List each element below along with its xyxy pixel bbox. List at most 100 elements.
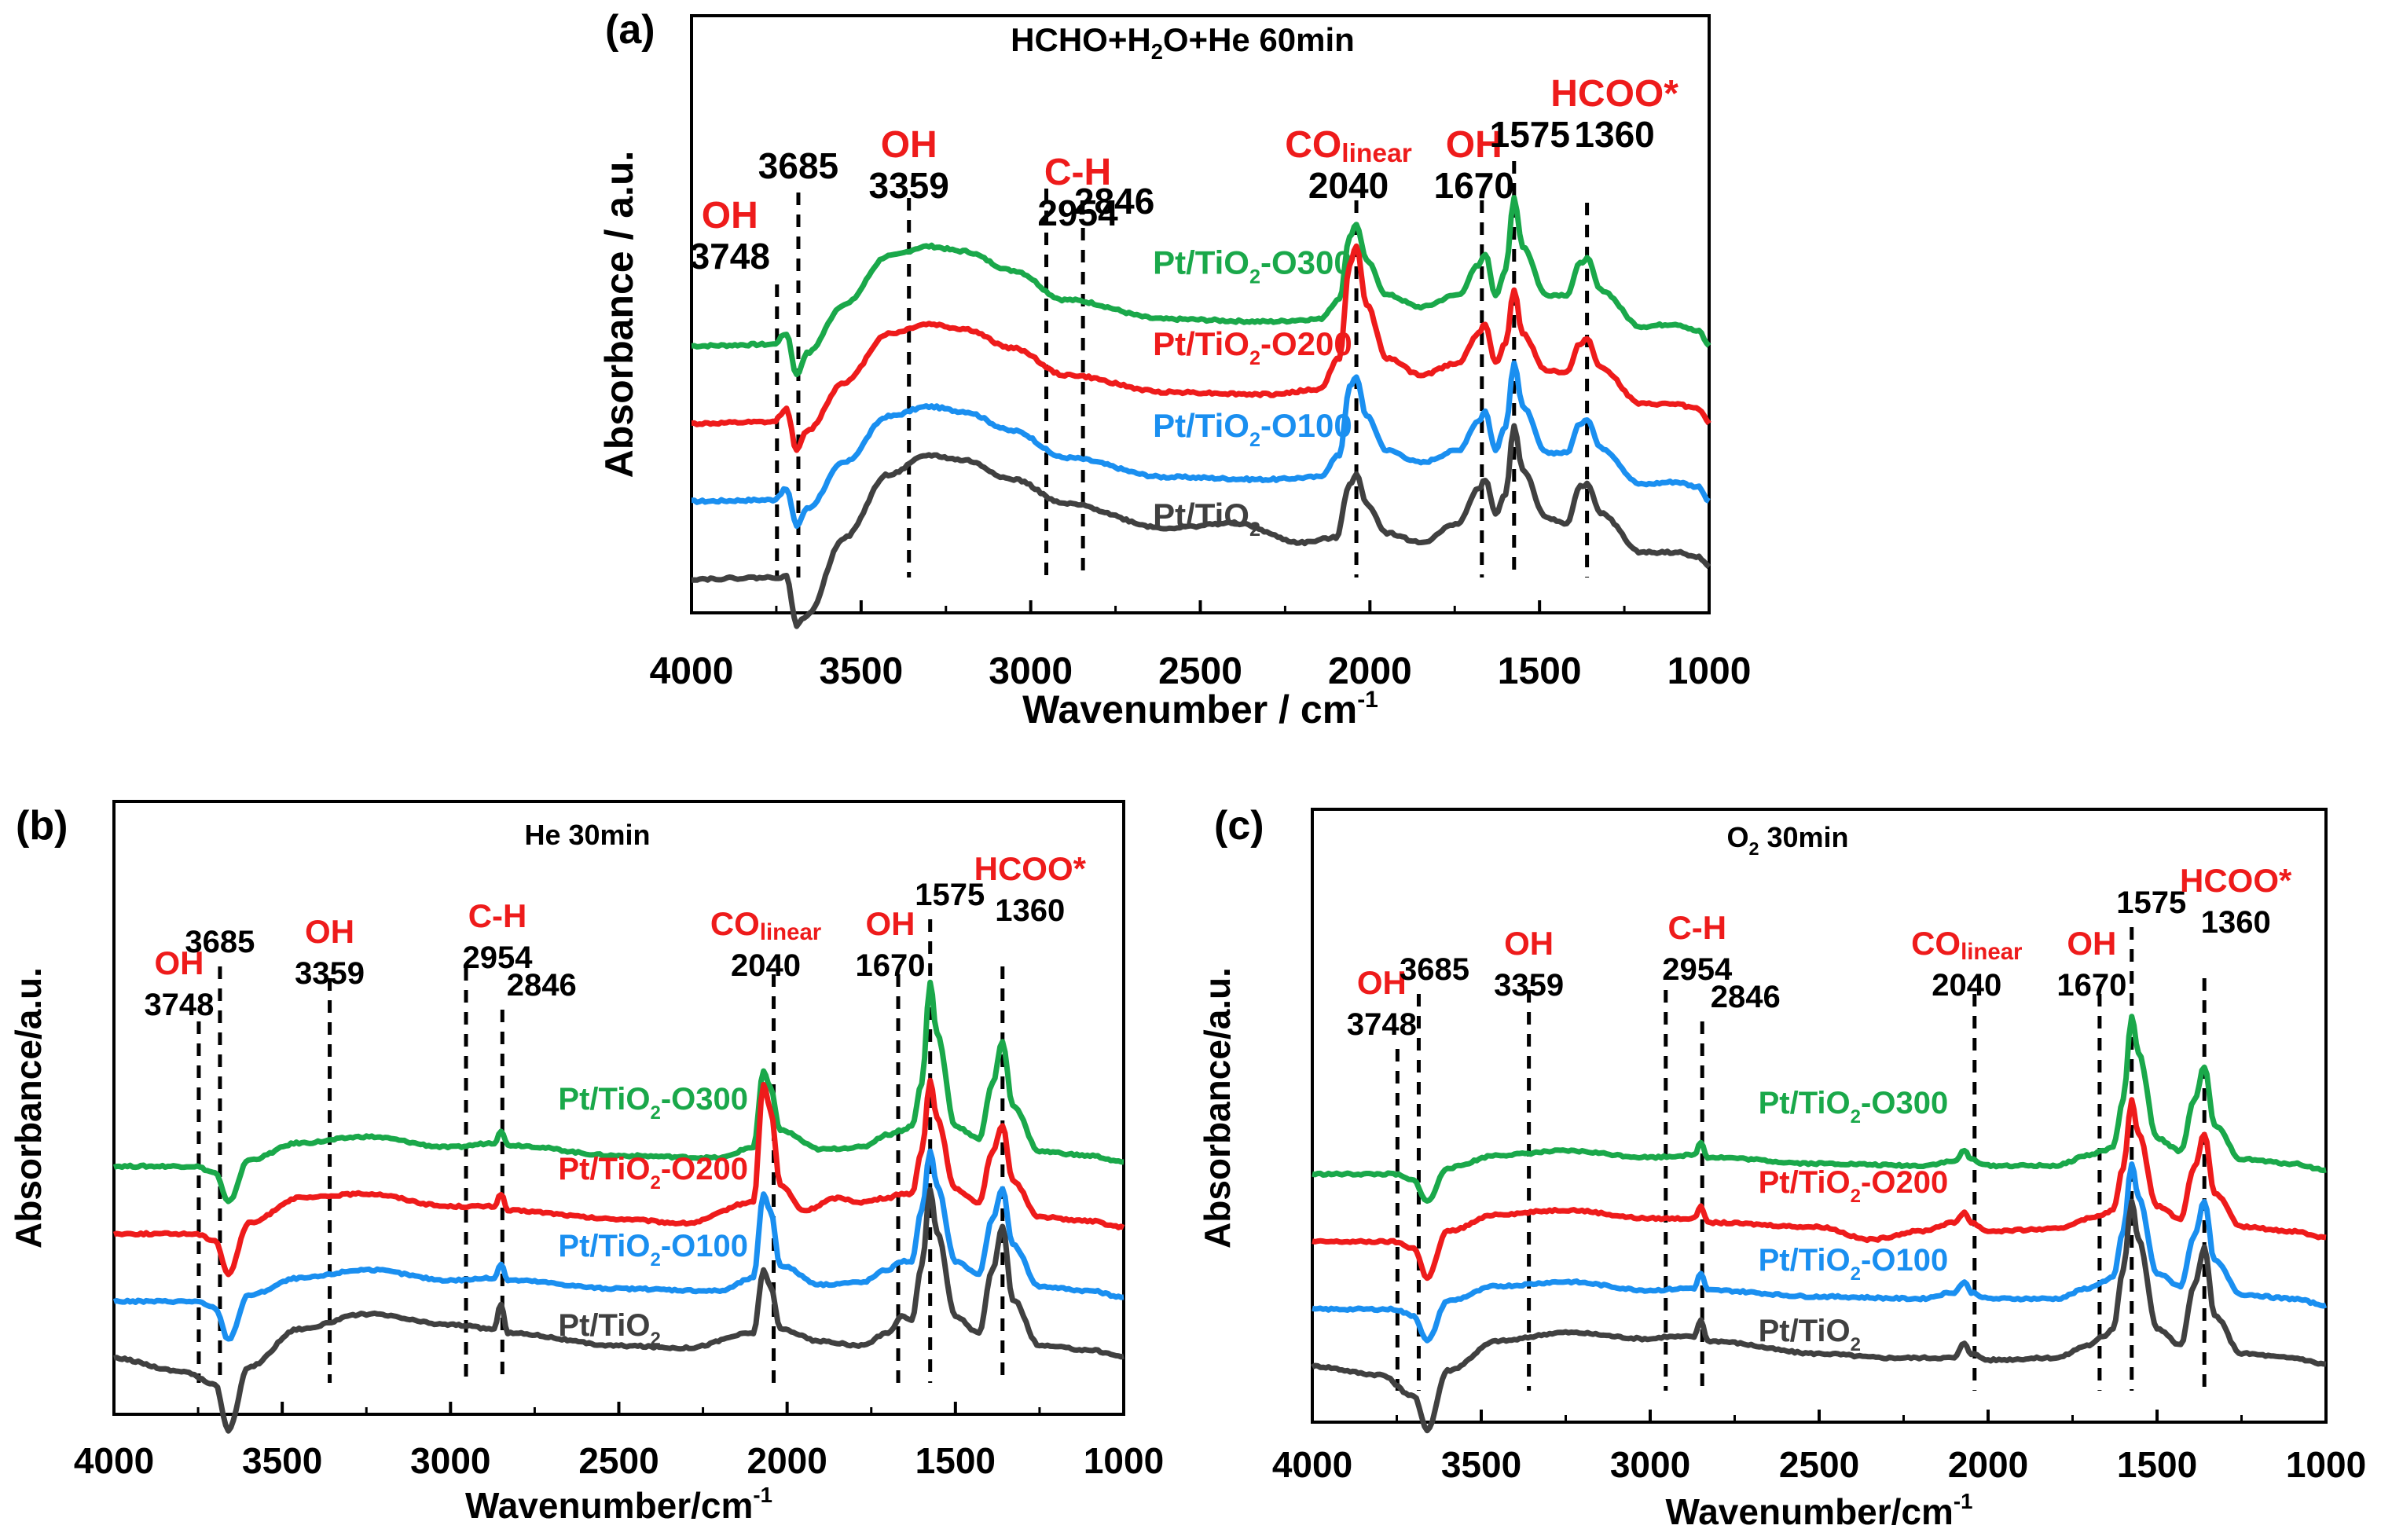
band-assignment-label: C-H	[468, 897, 527, 934]
band-wavenumber-label: 1360	[1574, 114, 1654, 155]
band-wavenumber-label: 3748	[144, 988, 214, 1022]
band-assignment-label: HCOO*	[974, 850, 1087, 887]
panel-label: (c)	[1214, 803, 1264, 849]
band-assignment-label: OH	[1504, 925, 1554, 962]
band-assignment-label: OH	[702, 195, 758, 236]
panel-title: He 30min	[524, 819, 650, 851]
spectrum-line	[112, 1148, 1124, 1342]
band-assignment-label: COlinear	[1285, 124, 1412, 168]
band-wavenumber-label: 3748	[690, 236, 770, 277]
band-wavenumber-label: 1575	[2116, 886, 2186, 920]
x-tick-label: 4000	[1272, 1444, 1352, 1485]
x-tick-label: 3000	[989, 651, 1073, 692]
band-assignment-label: C-H	[1667, 909, 1726, 946]
y-axis-label: Absorbance/a.u.	[1197, 967, 1238, 1248]
x-tick-label: 2000	[1328, 651, 1412, 692]
series-label: Pt/TiO2-O300	[1153, 244, 1352, 288]
x-tick-label: 3000	[1610, 1444, 1690, 1485]
x-tick-label: 3500	[1441, 1444, 1521, 1485]
series-label: Pt/TiO2-O300	[558, 1082, 748, 1124]
spectrum-line	[691, 195, 1711, 377]
series-label: Pt/TiO2	[1759, 1314, 1861, 1355]
band-wavenumber-label: 2846	[1711, 980, 1781, 1014]
series-label: Pt/TiO2	[1153, 497, 1260, 541]
panel-a: (a) HCHO+H2O+He 60min 4000 3500 3000 2500 2000…	[597, 7, 1751, 732]
series-label: Pt/TiO2-O200	[1153, 325, 1352, 369]
spectrum-line	[691, 360, 1711, 530]
spectrum-line	[112, 979, 1124, 1204]
band-assignment-label: OH	[305, 913, 354, 950]
band-assignment-label: OH	[2067, 925, 2116, 962]
panel-b: (b) He 30min 4000 3500 3000 2500 2000 1500 1000 W…	[8, 800, 1164, 1526]
x-tick-label: 4000	[650, 651, 734, 692]
series-label: Pt/TiO2-O200	[1759, 1165, 1949, 1207]
band-assignment-label: OH	[1357, 964, 1407, 1001]
band-wavenumber-label: 1670	[2056, 968, 2126, 1003]
spectrum-line	[1311, 1198, 2327, 1434]
spectrum-line	[1312, 1097, 2327, 1282]
series-label: Pt/TiO2-O100	[558, 1229, 748, 1270]
band-wavenumber-label: 1670	[1434, 165, 1514, 206]
series-label: Pt/TiO2-O300	[1759, 1086, 1949, 1128]
x-tick-label: 2500	[1779, 1444, 1859, 1485]
band-wavenumber-label: 3685	[1400, 952, 1469, 987]
band-wavenumber-label: 1575	[1490, 114, 1570, 155]
x-tick-label: 1500	[915, 1440, 996, 1481]
x-tick-label: 2500	[1158, 651, 1242, 692]
band-wavenumber-label: 2040	[1932, 968, 2001, 1003]
panel-title: O2 30min	[1726, 821, 1848, 859]
series-label: Pt/TiO2-O200	[558, 1152, 748, 1194]
band-wavenumber-label: 2954	[463, 940, 534, 975]
spectrum-line	[112, 1077, 1125, 1278]
spectrum-line	[691, 243, 1711, 453]
band-wavenumber-label: 2954	[1037, 192, 1118, 233]
x-axis-label: Wavenumber/cm-1	[465, 1483, 772, 1526]
panel-c: (c) O2 30min 4000 3500 3000 2500 2000 1500 1000 W…	[1197, 803, 2366, 1532]
band-assignment-label: COlinear	[1911, 925, 2022, 965]
band-assignment-label: C-H	[1044, 152, 1111, 193]
x-tick-label: 1500	[1498, 651, 1582, 692]
band-wavenumber-label: 1360	[2201, 905, 2271, 940]
x-tick-label: 3500	[242, 1440, 322, 1481]
panel-title: HCHO+H2O+He 60min	[1011, 21, 1355, 64]
x-tick-label: 1000	[1667, 651, 1752, 692]
x-tick-label: 1000	[1084, 1440, 1164, 1481]
band-wavenumber-label: 1360	[995, 893, 1065, 928]
spectrum-line	[691, 423, 1711, 629]
spectrum-line	[1312, 1014, 2327, 1204]
band-wavenumber-label: 1670	[856, 948, 926, 983]
band-wavenumber-label: 3359	[869, 165, 949, 206]
band-assignment-label: OH	[866, 905, 915, 942]
band-wavenumber-label: 2040	[1308, 165, 1389, 206]
spectrum-line	[1312, 1161, 2328, 1344]
band-assignment-label: COlinear	[710, 905, 821, 945]
band-wavenumber-label: 3359	[295, 956, 365, 991]
band-wavenumber-label: 3685	[185, 925, 255, 959]
band-assignment-label: OH	[881, 124, 937, 166]
band-assignment-label: HCOO*	[1550, 73, 1678, 115]
series-label: Pt/TiO2	[558, 1308, 660, 1350]
band-wavenumber-label: 2040	[731, 948, 801, 983]
band-wavenumber-label: 2846	[1074, 181, 1154, 222]
x-tick-label: 4000	[74, 1440, 154, 1481]
x-tick-label: 2500	[578, 1440, 659, 1481]
x-tick-label: 1500	[2117, 1444, 2197, 1485]
panel-label: (b)	[16, 803, 68, 849]
band-wavenumber-label: 2846	[507, 968, 577, 1003]
band-assignment-label: OH	[1446, 124, 1502, 166]
series-label: Pt/TiO2-O100	[1153, 407, 1352, 451]
band-assignment-label: HCOO*	[2180, 862, 2292, 899]
band-wavenumber-label: 3748	[1347, 1007, 1417, 1042]
x-tick-label: 2000	[1948, 1444, 2028, 1485]
x-tick-label: 3000	[410, 1440, 490, 1481]
series-label: Pt/TiO2-O100	[1759, 1243, 1949, 1285]
band-wavenumber-label: 3359	[1494, 968, 1564, 1003]
spectrum-line	[113, 1186, 1124, 1434]
band-assignment-label: OH	[154, 944, 204, 981]
x-axis-label: Wavenumber/cm-1	[1666, 1489, 1973, 1532]
band-wavenumber-label: 3685	[758, 145, 838, 186]
x-tick-label: 2000	[747, 1440, 827, 1481]
band-wavenumber-label: 2954	[1662, 952, 1733, 987]
x-tick-label: 3500	[819, 651, 903, 692]
